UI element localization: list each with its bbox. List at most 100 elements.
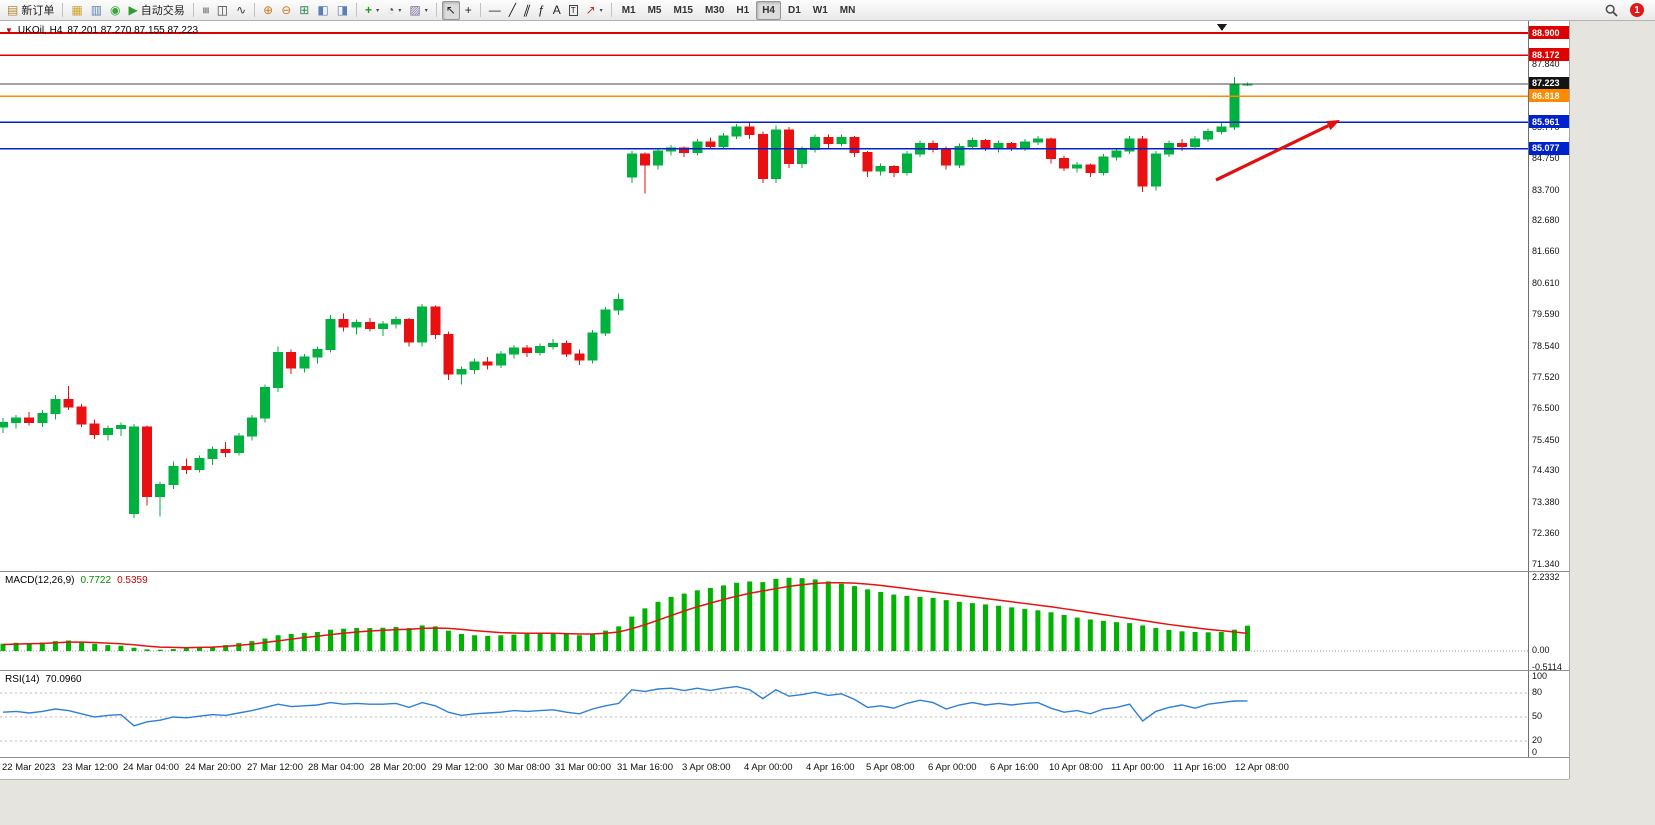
timeframe-h4[interactable]: H4 — [756, 0, 781, 20]
rsi-panel[interactable] — [0, 671, 1528, 757]
trendline-button[interactable]: ╱ — [506, 2, 519, 19]
toolbar-separator — [62, 3, 64, 17]
macd-bar — [1035, 610, 1041, 651]
candle — [207, 449, 218, 460]
timeframe-m5[interactable]: M5 — [647, 4, 662, 16]
timeframe-h1[interactable]: H1 — [736, 4, 750, 16]
candle — [718, 135, 729, 148]
candle — [391, 318, 401, 325]
new-order-button[interactable]: ▤ 新订单 — [4, 2, 57, 19]
macd-bar — [79, 641, 85, 651]
candle — [888, 165, 899, 173]
data-window-button[interactable]: ▥ — [88, 2, 105, 19]
text-button[interactable]: A — [550, 2, 564, 19]
add-indicator-button[interactable]: + ▾ — [362, 2, 382, 19]
price-axis-label: 74.430 — [1532, 465, 1560, 476]
price-axis-label: 87.840 — [1532, 59, 1560, 70]
macd-bar — [445, 630, 451, 651]
macd-main-value: 0.7722 — [80, 575, 112, 586]
shapes-icon: ↗ — [585, 2, 596, 17]
timeframe-m15[interactable]: M15 — [673, 4, 693, 16]
periods-button[interactable]: ◔ ▾ — [384, 2, 404, 19]
macd-bar — [812, 579, 818, 651]
candle — [862, 152, 873, 172]
macd-bar — [537, 633, 543, 651]
bar-chart-button[interactable]: ≡ — [198, 2, 213, 19]
candle — [1229, 84, 1240, 128]
macd-bar — [341, 628, 347, 651]
price-axis-label: 78.540 — [1532, 340, 1560, 351]
timeframe-d1[interactable]: D1 — [788, 4, 801, 16]
macd-bar — [576, 635, 582, 651]
cursor-button[interactable]: ↖ — [441, 0, 460, 20]
zoom-in-button[interactable]: ⊕ — [260, 2, 276, 19]
macd-bar — [367, 628, 373, 651]
candle — [784, 129, 794, 164]
candlestick-chart-button[interactable]: ◫ — [214, 2, 231, 19]
crosshair-button[interactable]: + — [462, 2, 475, 19]
toolbar: ▤ 新订单 ▦ ▥ ◉ ▶ 自动交易 ≡ ◫ ∿ ⊕ ⊖ ⊞ ◧ ◨ + ▾ ◔ ▾ ▨ ▾ ↖ + — ╱ ∥ ƒ A T ↗ ▾ M1 M5… — [0, 0, 1655, 21]
time-axis[interactable]: 22 Mar 2023 23 Mar 12:00 24 Mar 04:00 24 Ma… — [0, 758, 1569, 779]
panel-divider — [0, 757, 1569, 758]
search-button[interactable] — [1602, 2, 1621, 19]
channel-button[interactable]: ∥ — [521, 2, 533, 19]
candle — [233, 435, 244, 454]
cascade-windows-icon: ◧ — [317, 2, 329, 17]
macd-bar — [891, 594, 897, 651]
trend-arrow-annotation[interactable] — [1215, 124, 1329, 182]
timeframe-w1[interactable]: W1 — [812, 4, 828, 16]
bar-chart-icon: ≡ — [198, 6, 213, 14]
macd-bar — [262, 638, 268, 651]
market-watch-button[interactable]: ▦ — [68, 2, 85, 19]
price-axis[interactable]: 87.84085.77084.75083.70082.68081.66080.6… — [1528, 21, 1570, 758]
macd-bar — [590, 633, 595, 651]
rsi-axis-label: 0 — [1532, 747, 1538, 757]
main-chart[interactable] — [0, 21, 1528, 571]
timeframe-m1[interactable]: M1 — [621, 4, 636, 16]
tile-windows-button[interactable]: ⊞ — [296, 2, 312, 19]
time-axis-label: 29 Mar 12:00 — [432, 762, 488, 773]
hline-button[interactable]: — — [486, 2, 504, 19]
shapes-button[interactable]: ↗ ▾ — [583, 2, 606, 19]
zoom-out-button[interactable]: ⊖ — [278, 2, 294, 19]
candle — [836, 137, 847, 145]
line-chart-button[interactable]: ∿ — [233, 2, 249, 19]
arrange-windows-button[interactable]: ◨ — [334, 2, 351, 19]
macd-bar — [996, 605, 1002, 651]
candle — [155, 483, 166, 498]
macd-bar — [0, 643, 6, 651]
autotrading-button[interactable]: ▶ 自动交易 — [126, 2, 188, 19]
candle — [246, 417, 257, 437]
notification-badge[interactable]: 1 — [1630, 3, 1644, 17]
candle — [286, 352, 297, 369]
textbox-button[interactable]: T — [566, 2, 581, 19]
macd-bar — [314, 631, 320, 651]
price-axis-label: 82.680 — [1532, 215, 1560, 226]
candle — [1216, 126, 1227, 132]
candle — [260, 387, 270, 419]
candle — [404, 318, 415, 343]
time-axis-label: 4 Apr 00:00 — [744, 762, 793, 773]
macd-bar — [694, 590, 700, 651]
cascade-windows-button[interactable]: ◧ — [314, 2, 331, 19]
template-button[interactable]: ▨ ▾ — [406, 2, 430, 19]
alerts-button[interactable]: ◉ — [107, 2, 123, 19]
candle — [1032, 138, 1043, 143]
macd-bar — [131, 647, 137, 651]
timeframe-mn[interactable]: MN — [839, 4, 856, 16]
candle — [692, 141, 703, 154]
macd-axis-label: 2.2332 — [1532, 571, 1560, 582]
price-axis-label: 83.700 — [1532, 184, 1560, 195]
fibonacci-button[interactable]: ƒ — [535, 2, 548, 19]
macd-bar — [616, 626, 622, 651]
macd-bar — [485, 635, 491, 651]
macd-panel[interactable] — [0, 572, 1528, 670]
price-line-label: 87.223 — [1529, 76, 1570, 90]
timeframe-m30[interactable]: M30 — [704, 4, 725, 16]
time-axis-label: 24 Mar 20:00 — [185, 762, 241, 773]
macd-bar — [668, 596, 674, 651]
price-axis-label: 84.750 — [1532, 152, 1560, 163]
candle — [561, 343, 572, 355]
periods-caret-icon: ▾ — [398, 7, 402, 14]
